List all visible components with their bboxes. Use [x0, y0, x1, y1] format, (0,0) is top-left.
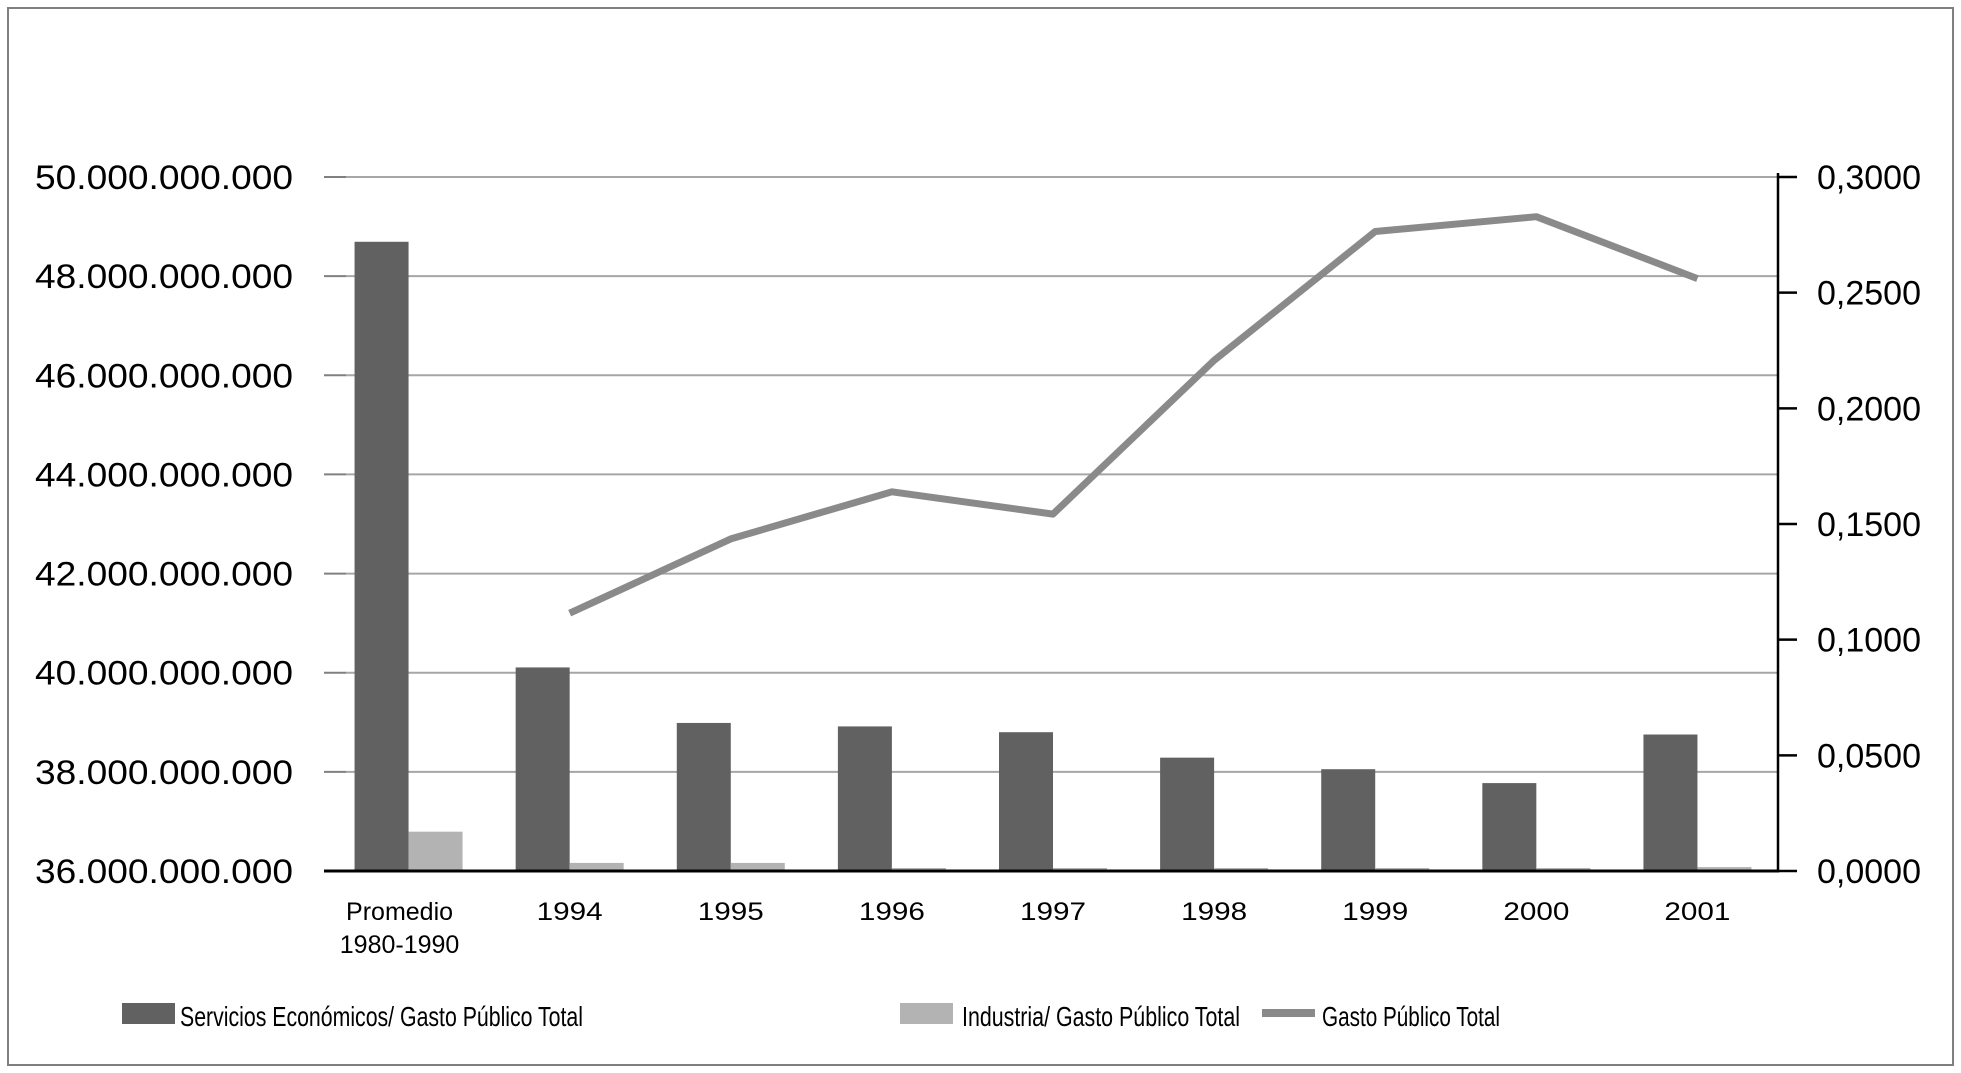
bar-servicios-economicos: [1643, 734, 1698, 871]
x-category-label: 1994: [537, 898, 603, 926]
left-axis-tick-label: 36.000.000.000: [35, 853, 293, 891]
right-axis-tick-label: 0,2000: [1817, 390, 1921, 428]
bar-servicios-economicos: [1482, 783, 1537, 871]
x-category-label: 1996: [859, 898, 925, 926]
left-axis-tick-label: 44.000.000.000: [35, 456, 293, 494]
x-category-label: 2000: [1503, 898, 1569, 926]
bar-servicios-economicos: [354, 241, 409, 872]
legend-label: Gasto Público Total: [1322, 1001, 1500, 1032]
bar-servicios-economicos: [999, 732, 1053, 871]
left-axis-tick-label: 42.000.000.000: [35, 556, 293, 594]
legend-label: Industria/ Gasto Público Total: [962, 1001, 1240, 1032]
right-axis-tick-label: 0,3000: [1817, 159, 1921, 197]
bar-servicios-economicos: [837, 726, 892, 871]
x-category-label: 1995: [698, 898, 764, 926]
bar-industria: [1697, 867, 1752, 871]
x-category-label: 2001: [1664, 898, 1730, 926]
legend-swatch-bar: [900, 1003, 953, 1024]
legend-label: Servicios Económicos/ Gasto Público Tota…: [180, 1001, 583, 1032]
bar-industria: [1375, 867, 1430, 871]
left-axis-tick-label: 38.000.000.000: [35, 754, 293, 792]
line-gasto-publico-total: [568, 213, 1699, 617]
right-axis-tick-label: 0,1000: [1817, 622, 1921, 660]
bar-industria: [1053, 867, 1107, 871]
right-axis-tick-label: 0,1500: [1817, 506, 1921, 544]
bar-industria: [569, 862, 624, 871]
x-category-label: Promedio: [346, 898, 453, 926]
x-category-label: 1980-1990: [340, 931, 460, 959]
legend-swatch-bar: [122, 1003, 175, 1024]
bar-industria: [1536, 867, 1591, 871]
figure-border: [7, 7, 1954, 1066]
x-category-label: 1997: [1020, 898, 1086, 926]
right-axis-tick-label: 0,0000: [1817, 853, 1921, 891]
right-axis-tick-label: 0,2500: [1817, 275, 1921, 313]
x-category-label: 1998: [1181, 898, 1247, 926]
left-axis-tick-label: 40.000.000.000: [35, 655, 293, 693]
right-axis-tick-label: 0,0500: [1817, 737, 1921, 775]
left-axis-tick-label: 50.000.000.000: [35, 159, 293, 197]
bar-industria: [891, 867, 946, 871]
left-axis-tick-label: 46.000.000.000: [35, 357, 293, 395]
left-axis-tick-label: 48.000.000.000: [35, 258, 293, 296]
bar-servicios-economicos: [676, 722, 731, 871]
x-category-label: 1999: [1342, 898, 1408, 926]
bar-industria: [730, 862, 785, 871]
bar-industria: [408, 831, 463, 871]
bar-industria: [1214, 867, 1269, 871]
bar-servicios-economicos: [1321, 769, 1376, 871]
bar-servicios-economicos: [515, 667, 570, 871]
bar-servicios-economicos: [1160, 757, 1215, 871]
